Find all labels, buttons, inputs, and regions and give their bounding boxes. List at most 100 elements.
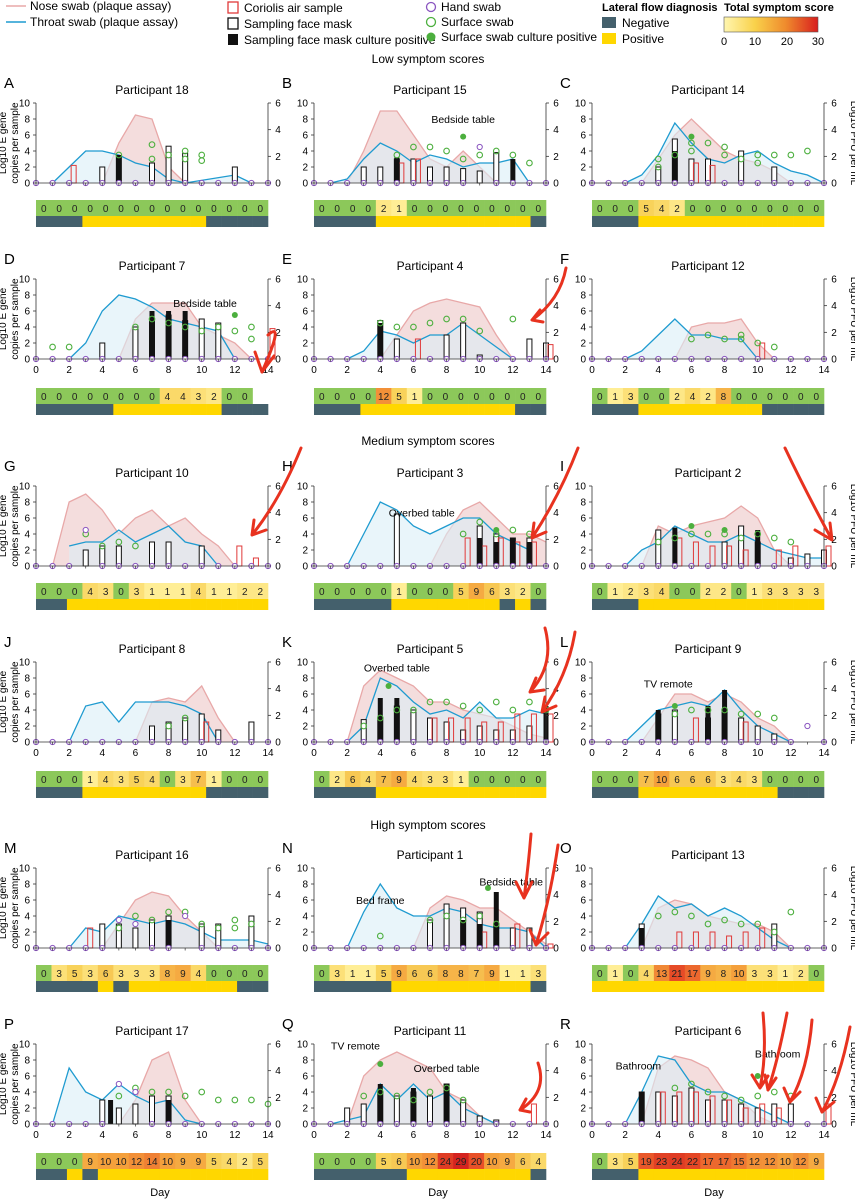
right-tick-label: 2 (553, 535, 559, 546)
symptom-score-value: 6 (489, 587, 495, 598)
surface-swab-marker (704, 706, 712, 714)
symptom-score-value: 2 (705, 392, 711, 403)
lfd-cell (237, 787, 253, 798)
surface-swab-marker (787, 538, 795, 546)
symptom-score-value: 0 (489, 392, 495, 403)
lfd-cell (607, 981, 624, 992)
symptom-score-cell (777, 200, 794, 216)
symptom-score-value: 0 (319, 204, 325, 215)
mask-bar (493, 152, 500, 184)
symptom-score-value: 1 (211, 587, 217, 598)
symptom-score-value: 0 (87, 392, 93, 403)
mask-positive-bar (526, 542, 532, 566)
right-tick-label: 2 (275, 917, 281, 928)
surface-swab-marker (770, 343, 778, 351)
symptom-score-value: 0 (783, 775, 789, 786)
day-tick-label: 14 (262, 365, 274, 376)
right-tick-label: 6 (831, 1040, 837, 1051)
surface-swab-marker (671, 908, 679, 916)
surface-swab-marker (248, 335, 255, 343)
surface-swab-marker (115, 151, 123, 159)
lfd-cell (329, 599, 346, 610)
right-tick-label: 4 (831, 301, 837, 312)
throat-area (625, 319, 758, 359)
left-tick-label: 2 (580, 339, 586, 350)
symptom-score-value: 4 (165, 392, 171, 403)
day-tick-label: 8 (722, 1130, 728, 1141)
mask-bar (198, 318, 205, 360)
right-tick-label: 0 (553, 944, 559, 955)
symptom-score-cell (762, 583, 778, 599)
symptom-score-value: 13 (656, 969, 668, 980)
left-tick-label: 0 (302, 355, 308, 366)
symptom-score-value: 0 (427, 204, 433, 215)
annotation-label: Bedside table (173, 298, 237, 310)
right-tick-label: 2 (275, 328, 281, 339)
lfd-cell (793, 981, 809, 992)
lfd-cell (190, 404, 207, 415)
lfd-cell (777, 404, 794, 415)
left-tick-label: 6 (302, 1072, 308, 1083)
symptom-score-cell (344, 200, 361, 216)
left-tick-label: 2 (302, 163, 308, 174)
symptom-score-cell (97, 771, 114, 787)
surface-swab-marker (770, 928, 778, 936)
panel-L: L Participant 9 TV remote 0 2 4 6 8 10 0 2 4 6 0 2 4 6 8 1… (560, 634, 855, 798)
symptom-score-value: 0 (736, 204, 742, 215)
right-tick-label: 2 (831, 1093, 837, 1104)
left-tick-label: 6 (24, 514, 30, 525)
surface-swab-marker (393, 151, 401, 159)
symptom-score-value: 0 (365, 392, 371, 403)
surface-swab-marker (688, 530, 695, 538)
symptom-score-value: 6 (350, 775, 356, 786)
symptom-score-cell (468, 388, 485, 404)
surface-swab-marker (688, 335, 695, 343)
day-tick-label: 14 (540, 365, 552, 376)
lfd-cell (622, 216, 639, 227)
symptom-score-value: 3 (427, 775, 433, 786)
right-tick-label: 6 (275, 658, 281, 669)
lfd-cell (391, 981, 408, 992)
red-arrow (530, 266, 568, 324)
surface-swab-marker (754, 920, 762, 928)
symptom-score-value: 3 (752, 969, 758, 980)
hand-swab-marker (115, 1080, 122, 1088)
symptom-score-cell (808, 965, 825, 981)
mask-positive-bar (639, 928, 645, 948)
symptom-score-cell (453, 1153, 469, 1169)
symptom-score-cell (36, 388, 52, 404)
right-tick-label: 0 (275, 944, 281, 955)
symptom-score-value: 5 (72, 969, 78, 980)
symptom-score-cell (592, 965, 608, 981)
surface-swab-marker (231, 327, 239, 335)
day-tick-label: 8 (722, 748, 728, 759)
symptom-score-value: 0 (535, 204, 541, 215)
day-tick-label: 8 (166, 365, 172, 376)
lfd-cell (206, 599, 222, 610)
nose-line (412, 895, 547, 949)
symptom-score-cell (499, 1153, 516, 1169)
left-tick-label: 0 (24, 355, 30, 366)
day-tick-label: 10 (752, 748, 764, 759)
symptom-score-value: 0 (72, 392, 78, 403)
symptom-score-cell (731, 771, 747, 787)
red-arrow (514, 832, 534, 900)
mask-bar (132, 326, 139, 360)
legend-lfd-positive-swatch (602, 33, 616, 44)
surface-swab-marker (688, 706, 695, 714)
surface-swab-marker (737, 1096, 745, 1104)
symptom-score-cell (715, 771, 732, 787)
left-tick-label: 4 (24, 706, 30, 717)
symptom-score-value: 0 (103, 204, 109, 215)
day-tick-label: 12 (785, 1130, 797, 1141)
lfd-cell (221, 216, 238, 227)
symptom-score-value: 5 (211, 1157, 217, 1168)
lfd-cell (237, 981, 253, 992)
surface-swab-marker (181, 1092, 189, 1100)
lfd-cell (484, 981, 500, 992)
lfd-cell (700, 216, 717, 227)
left-tick-label: 0 (580, 562, 586, 573)
